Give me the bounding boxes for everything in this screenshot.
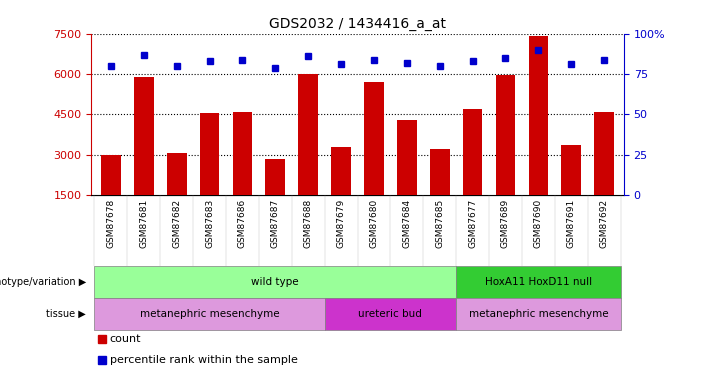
Bar <box>331 147 351 195</box>
Text: GSM87684: GSM87684 <box>402 199 411 248</box>
Text: genotype/variation ▶: genotype/variation ▶ <box>0 277 86 287</box>
Text: metanephric mesenchyme: metanephric mesenchyme <box>468 309 608 319</box>
Text: GSM87690: GSM87690 <box>534 199 543 248</box>
Text: GSM87688: GSM87688 <box>304 199 313 248</box>
Bar <box>594 112 614 195</box>
Bar <box>456 298 620 330</box>
Bar <box>562 145 581 195</box>
Title: GDS2032 / 1434416_a_at: GDS2032 / 1434416_a_at <box>269 17 446 32</box>
Text: count: count <box>110 334 142 344</box>
Text: GSM87686: GSM87686 <box>238 199 247 248</box>
Text: GSM87691: GSM87691 <box>567 199 576 248</box>
Bar <box>266 159 285 195</box>
Bar <box>397 120 416 195</box>
Bar <box>299 74 318 195</box>
Bar <box>95 266 456 298</box>
Text: percentile rank within the sample: percentile rank within the sample <box>110 355 298 365</box>
Bar <box>463 109 482 195</box>
Bar <box>325 298 456 330</box>
Text: wild type: wild type <box>252 277 299 287</box>
Text: GSM87682: GSM87682 <box>172 199 181 248</box>
Text: HoxA11 HoxD11 null: HoxA11 HoxD11 null <box>485 277 592 287</box>
Bar <box>200 113 219 195</box>
Text: GSM87692: GSM87692 <box>599 199 608 248</box>
Text: GSM87677: GSM87677 <box>468 199 477 248</box>
Text: GSM87685: GSM87685 <box>435 199 444 248</box>
Bar <box>364 82 384 195</box>
Bar <box>101 154 121 195</box>
Text: GSM87680: GSM87680 <box>369 199 379 248</box>
Text: tissue ▶: tissue ▶ <box>46 309 86 319</box>
Bar <box>134 77 154 195</box>
Bar <box>167 153 186 195</box>
Text: ureteric bud: ureteric bud <box>358 309 422 319</box>
Bar <box>233 112 252 195</box>
Bar <box>496 75 515 195</box>
Text: GSM87687: GSM87687 <box>271 199 280 248</box>
Text: GSM87681: GSM87681 <box>139 199 148 248</box>
Text: GSM87679: GSM87679 <box>336 199 346 248</box>
Text: GSM87689: GSM87689 <box>501 199 510 248</box>
Text: GSM87683: GSM87683 <box>205 199 214 248</box>
Bar <box>456 266 620 298</box>
Bar <box>95 298 325 330</box>
Bar <box>529 36 548 195</box>
Text: metanephric mesenchyme: metanephric mesenchyme <box>139 309 279 319</box>
Text: GSM87678: GSM87678 <box>107 199 116 248</box>
Bar <box>430 149 449 195</box>
